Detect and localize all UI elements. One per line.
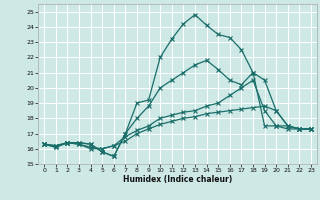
X-axis label: Humidex (Indice chaleur): Humidex (Indice chaleur)	[123, 175, 232, 184]
